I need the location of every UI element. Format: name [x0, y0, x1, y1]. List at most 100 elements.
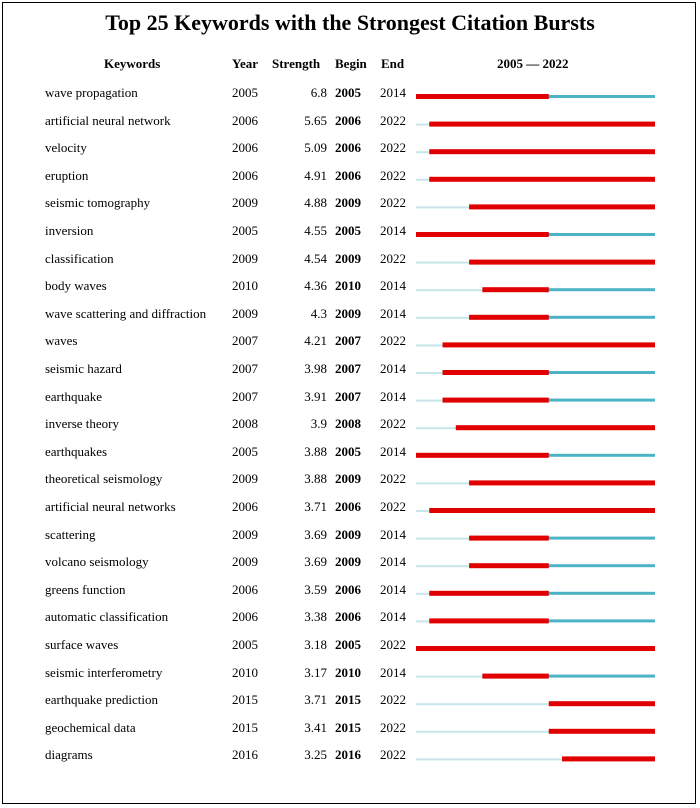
- burst-bar: [469, 259, 655, 265]
- burst-bar: [482, 287, 549, 293]
- timeline-active-segment: [482, 674, 655, 678]
- keyword-label: artificial neural networks: [45, 499, 176, 514]
- timeline-pre-segment: [416, 372, 443, 374]
- keyword-label: wave scattering and diffraction: [45, 305, 207, 321]
- strength-value: 4.54: [304, 250, 327, 266]
- end-value: 2022: [380, 333, 406, 349]
- burst-bar: [442, 370, 549, 375]
- strength-value: 3.25: [304, 747, 327, 763]
- strength-value: 3.98: [304, 361, 327, 376]
- end-value: 2014: [380, 581, 406, 597]
- burst-bar: [429, 590, 549, 596]
- begin-value: 2006: [335, 140, 361, 156]
- begin-value: 2006: [335, 167, 361, 183]
- begin-value: 2009: [335, 526, 361, 542]
- year-value: 2005: [232, 85, 258, 100]
- year-value: 2009: [232, 195, 258, 211]
- end-value: 2014: [380, 278, 406, 294]
- year-value: 2006: [232, 609, 258, 625]
- begin-value: 2009: [335, 250, 361, 266]
- burst-bar: [429, 618, 549, 624]
- begin-value: 2005: [335, 443, 361, 459]
- strength-value: 5.09: [304, 140, 327, 156]
- strength-value: 4.3: [310, 305, 327, 321]
- timeline-pre-segment: [416, 316, 470, 319]
- year-value: 2015: [232, 692, 258, 708]
- timeline-pre-segment: [416, 399, 443, 402]
- strength-value: 4.36: [304, 278, 327, 294]
- year-value: 2006: [232, 499, 258, 514]
- strength-value: 4.91: [304, 167, 327, 183]
- begin-value: 2009: [335, 471, 361, 487]
- strength-value: 3.69: [304, 554, 327, 570]
- burst-bar: [429, 149, 655, 155]
- year-value: 2006: [232, 167, 258, 183]
- header-strength: Strength: [272, 56, 321, 71]
- year-value: 2010: [232, 664, 258, 680]
- end-value: 2014: [380, 609, 406, 625]
- year-value: 2006: [232, 581, 258, 597]
- timeline-pre-segment: [416, 123, 430, 126]
- burst-bar: [469, 535, 549, 541]
- keyword-label: greens function: [45, 581, 126, 597]
- end-value: 2022: [380, 140, 406, 156]
- timeline-pre-segment: [416, 261, 470, 264]
- begin-value: 2009: [335, 195, 361, 211]
- year-value: 2009: [232, 526, 258, 542]
- burst-bar: [455, 425, 655, 431]
- keyword-label: seismic tomography: [45, 195, 151, 211]
- keyword-label: artificial neural network: [45, 112, 171, 128]
- year-value: 2007: [232, 388, 258, 404]
- burst-bar: [469, 204, 655, 210]
- timeline-pre-segment: [416, 427, 456, 430]
- burst-bar: [469, 563, 549, 569]
- timeline-pre-segment: [416, 592, 430, 595]
- keyword-label: eruption: [45, 167, 89, 183]
- end-value: 2022: [380, 195, 406, 211]
- header-timeline: 2005 — 2022: [497, 56, 569, 71]
- burst-bar: [548, 728, 655, 734]
- begin-value: 2006: [335, 499, 361, 514]
- keyword-label: earthquake: [45, 388, 103, 404]
- keyword-label: earthquake prediction: [45, 692, 158, 708]
- header-year: Year: [232, 56, 258, 71]
- timeline-active-segment: [469, 564, 655, 568]
- year-value: 2007: [232, 361, 258, 376]
- burst-bar: [469, 480, 655, 486]
- strength-value: 3.18: [304, 637, 327, 652]
- strength-value: 3.38: [304, 609, 327, 625]
- end-value: 2014: [380, 443, 406, 459]
- begin-value: 2005: [335, 85, 361, 100]
- strength-value: 3.91: [304, 388, 327, 404]
- header-end: End: [381, 56, 405, 71]
- burst-bar: [548, 701, 655, 707]
- year-value: 2005: [232, 637, 258, 652]
- strength-value: 3.88: [304, 443, 327, 459]
- end-value: 2014: [380, 526, 406, 542]
- strength-value: 4.21: [304, 333, 327, 349]
- keyword-label: geochemical data: [45, 719, 136, 735]
- burst-bar: [469, 314, 549, 320]
- keyword-label: waves: [45, 333, 78, 349]
- timeline-active-segment: [469, 315, 655, 319]
- end-value: 2022: [380, 637, 406, 652]
- keyword-label: inverse theory: [45, 416, 120, 432]
- begin-value: 2009: [335, 305, 361, 321]
- strength-value: 3.88: [304, 471, 327, 487]
- end-value: 2014: [380, 361, 406, 376]
- keyword-label: velocity: [45, 140, 87, 156]
- year-value: 2010: [232, 278, 258, 294]
- year-value: 2005: [232, 443, 258, 459]
- begin-value: 2010: [335, 278, 361, 294]
- strength-value: 3.9: [310, 416, 327, 432]
- timeline-pre-segment: [416, 565, 470, 568]
- burst-bar: [416, 452, 549, 458]
- end-value: 2014: [380, 388, 406, 404]
- begin-value: 2006: [335, 609, 361, 625]
- end-value: 2022: [380, 416, 406, 432]
- keyword-label: seismic hazard: [45, 361, 122, 376]
- burst-bar: [442, 342, 655, 348]
- year-value: 2007: [232, 333, 258, 349]
- year-value: 2015: [232, 719, 258, 735]
